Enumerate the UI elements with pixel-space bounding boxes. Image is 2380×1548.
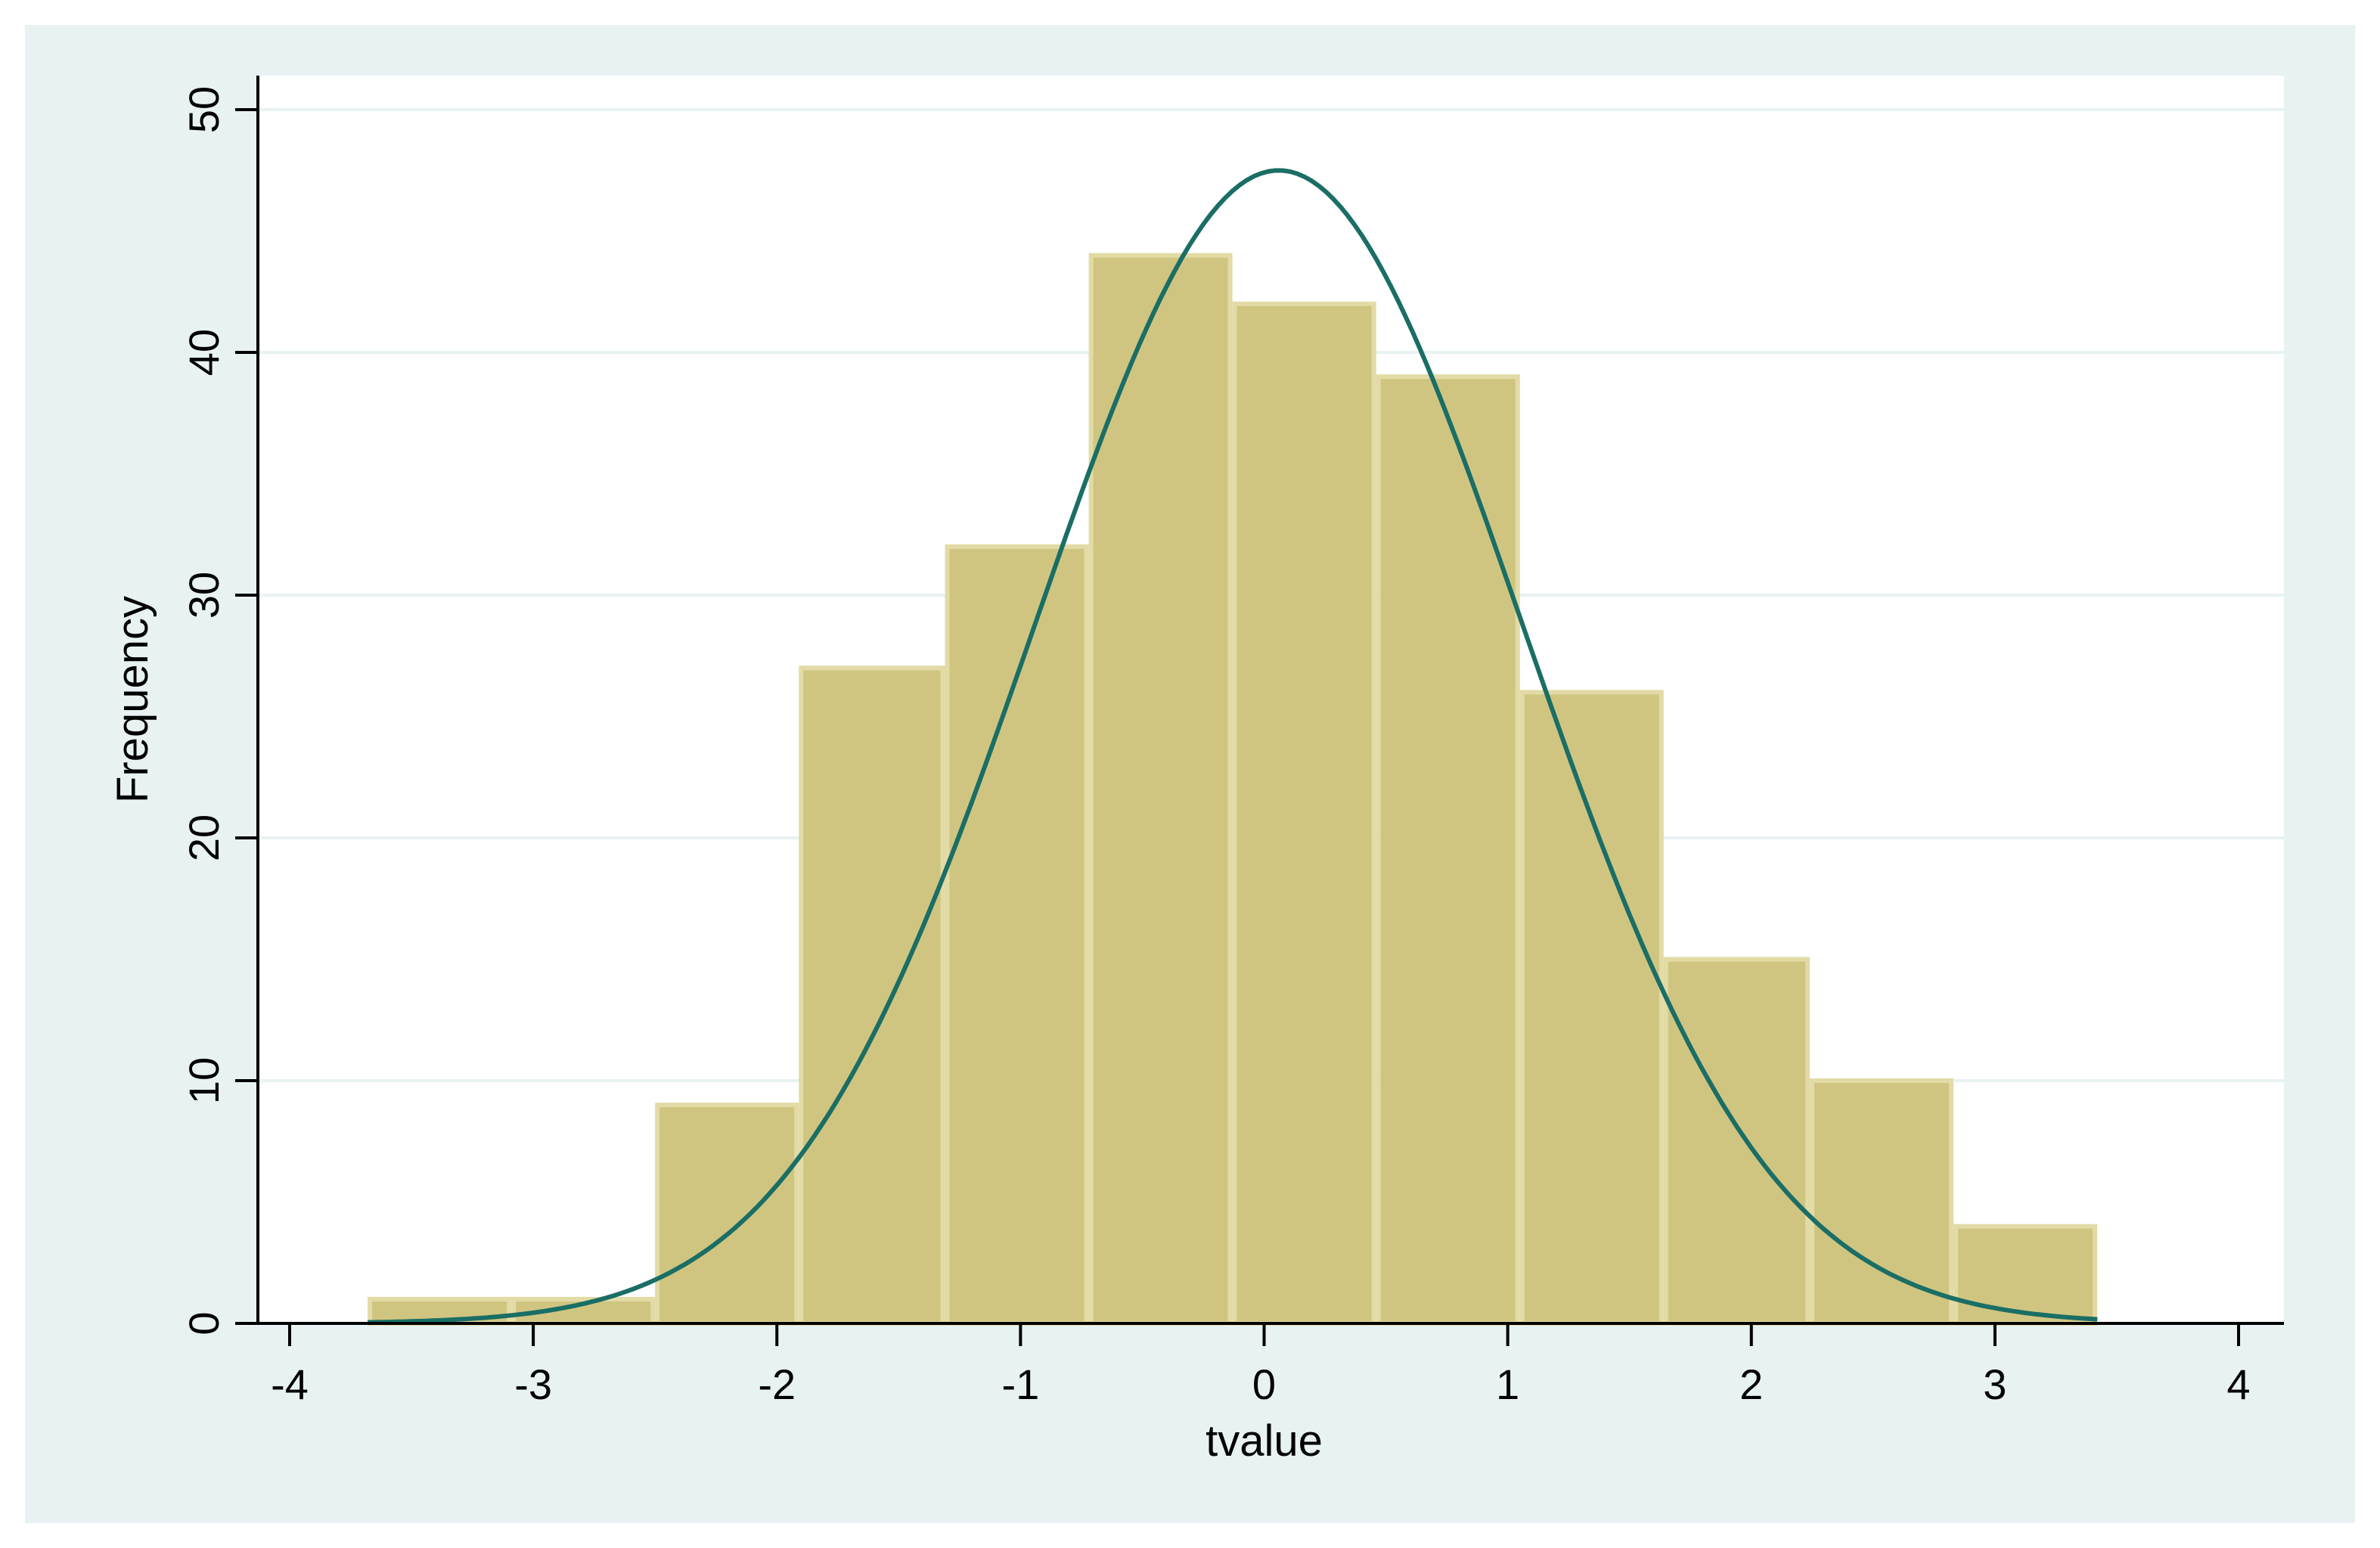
histogram-bar (1088, 253, 1233, 1326)
x-tick-label: 3 (1983, 1360, 2006, 1408)
x-tick-label: 1 (1496, 1360, 1519, 1408)
histogram-bar (1663, 957, 1811, 1326)
normal-density-curve (368, 168, 2098, 1325)
histogram-bar (655, 1103, 799, 1326)
axes (235, 76, 2284, 1346)
y-axis-title: Frequency (108, 596, 157, 803)
x-tick-label: 0 (1252, 1360, 1276, 1408)
y-tick-label: 0 (180, 1311, 228, 1335)
histogram-bar (1810, 1078, 1954, 1326)
y-tick-label: 30 (180, 572, 228, 619)
y-tick-label: 50 (180, 86, 228, 133)
x-tick-label: -1 (1001, 1360, 1039, 1408)
x-tick-label: -2 (758, 1360, 796, 1408)
x-tick-label: -3 (514, 1360, 552, 1408)
x-tick-label: -4 (271, 1360, 309, 1408)
x-axis-title: tvalue (1206, 1416, 1323, 1466)
histogram-bar (1953, 1224, 2098, 1326)
y-tick-label: 40 (180, 329, 228, 376)
histogram-bar (799, 665, 945, 1326)
histogram-bar (945, 544, 1089, 1326)
y-tick-label: 20 (180, 814, 228, 861)
x-tick-label: 4 (2226, 1360, 2250, 1408)
histogram-bar (1519, 690, 1664, 1326)
histogram-bar (1376, 374, 1520, 1326)
x-tick-label: 2 (1739, 1360, 1763, 1408)
chart-frame: -4 -3 -2 -1 0 1 2 3 4 0 10 20 30 40 50 tvalue Frequenc… (25, 25, 2355, 1523)
y-tick-label: 10 (180, 1057, 228, 1104)
histogram-bars (368, 253, 2098, 1326)
histogram-bar (1232, 301, 1376, 1326)
